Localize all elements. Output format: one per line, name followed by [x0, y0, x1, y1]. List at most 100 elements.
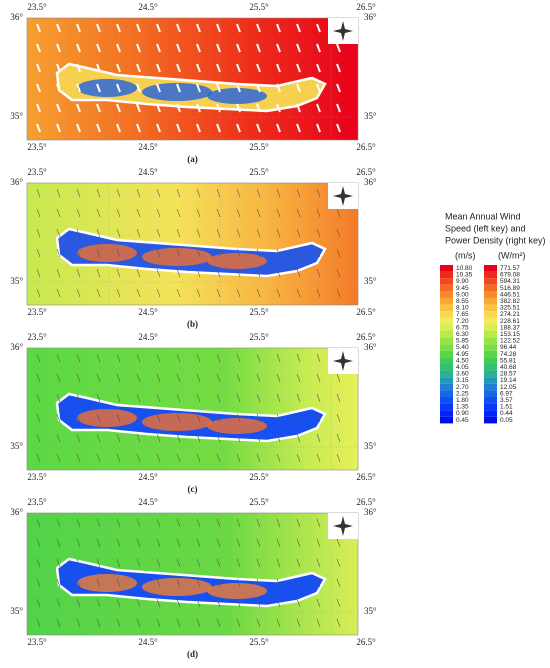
- legend-swatch: [484, 390, 497, 397]
- wind-vector: [236, 453, 241, 463]
- wind-vector: [156, 63, 161, 73]
- legend-swatch: [484, 291, 497, 298]
- legend-label: 7.65: [456, 311, 469, 318]
- legend-swatch: [484, 278, 497, 285]
- wind-vector: [296, 618, 301, 628]
- legend-label: 5.40: [456, 344, 469, 351]
- wind-vector: [296, 43, 301, 53]
- legend-label: 382.82: [500, 298, 520, 305]
- legend-swatch: [484, 364, 497, 371]
- wind-vector: [236, 208, 241, 218]
- map-panel: 23.5° 23.5° 24.5° 24.5° 25.5° 25.5° 26.5° 26.5°…: [10, 2, 377, 164]
- wind-vector: [236, 188, 241, 198]
- legend-swatch: [440, 344, 453, 351]
- wind-vector: [316, 353, 321, 363]
- wind-vector: [36, 63, 41, 73]
- wind-vector: [136, 123, 141, 133]
- wind-vector: [296, 23, 301, 33]
- x-tick-label: 26.5°: [356, 637, 376, 647]
- wind-vector: [56, 578, 61, 588]
- wind-vector: [316, 208, 321, 218]
- map-panel: 23.5° 23.5° 24.5° 24.5° 25.5° 25.5° 26.5° 26.5°…: [10, 332, 377, 494]
- wind-vector: [296, 123, 301, 133]
- wind-vector: [196, 393, 201, 403]
- wind-vector: [96, 433, 101, 443]
- panel-label: (b): [187, 319, 198, 329]
- wind-vector: [156, 43, 161, 53]
- legend-label: 28.57: [500, 371, 517, 378]
- wind-vector: [256, 83, 261, 93]
- wind-vector: [196, 83, 201, 93]
- wind-vector: [296, 453, 301, 463]
- wind-vector: [316, 578, 321, 588]
- legend-label: 4.05: [456, 364, 469, 371]
- wind-vector: [236, 558, 241, 568]
- legend-label: 19.14: [500, 377, 517, 384]
- wind-vector: [36, 453, 41, 463]
- legend-swatch: [440, 337, 453, 345]
- wind-vector: [196, 413, 201, 423]
- x-tick-label: 23.5°: [27, 332, 47, 342]
- wind-vector: [216, 373, 221, 383]
- y-tick-label: 36°: [10, 342, 23, 352]
- wind-vector: [296, 83, 301, 93]
- wind-vector: [316, 433, 321, 443]
- wind-vector: [196, 248, 201, 258]
- wind-vector: [296, 63, 301, 73]
- wind-vector: [36, 188, 41, 198]
- wind-vector: [216, 453, 221, 463]
- wind-vector: [176, 268, 181, 278]
- wind-vector: [156, 518, 161, 528]
- wind-vector: [56, 353, 61, 363]
- legend-label: 153.15: [500, 331, 520, 338]
- wind-vector: [36, 538, 41, 548]
- wind-vector: [116, 518, 121, 528]
- wind-vector: [336, 63, 341, 73]
- y-tick-label: 36°: [364, 177, 377, 187]
- x-tick-label: 25.5°: [249, 2, 269, 12]
- legend-swatch: [484, 331, 497, 338]
- wind-vector: [316, 43, 321, 53]
- x-tick-label: 23.5°: [27, 2, 47, 12]
- legend-swatch: [484, 377, 497, 384]
- wind-vector: [336, 413, 341, 423]
- wind-vector: [336, 618, 341, 628]
- wind-vector: [216, 433, 221, 443]
- wind-vector: [216, 288, 221, 298]
- legend-label: 0.90: [456, 410, 469, 417]
- legend-swatch: [484, 403, 497, 411]
- legend-swatch: [440, 350, 453, 358]
- wind-vector: [156, 228, 161, 238]
- wind-vector: [116, 453, 121, 463]
- wind-vector: [116, 433, 121, 443]
- wind-vector: [76, 578, 81, 588]
- wind-vector: [76, 188, 81, 198]
- wind-vector: [36, 433, 41, 443]
- wind-vector: [136, 208, 141, 218]
- wind-vector: [276, 413, 281, 423]
- wind-vector: [256, 618, 261, 628]
- wind-vector: [136, 558, 141, 568]
- wind-vector: [156, 373, 161, 383]
- wind-vector: [296, 538, 301, 548]
- wind-vector: [276, 598, 281, 608]
- x-tick-label: 24.5°: [138, 142, 158, 152]
- wind-vector: [36, 208, 41, 218]
- wind-vector: [136, 598, 141, 608]
- wind-vector: [256, 393, 261, 403]
- wind-vector: [116, 618, 121, 628]
- coastline: [55, 557, 327, 608]
- wind-vector: [296, 518, 301, 528]
- wind-vector: [196, 23, 201, 33]
- wind-vector: [116, 598, 121, 608]
- legend-label: 0.44: [500, 410, 513, 417]
- x-tick-label: 23.5°: [27, 637, 47, 647]
- legend-label: 9.00: [456, 291, 469, 298]
- wind-vector: [336, 453, 341, 463]
- wind-vector: [296, 413, 301, 423]
- wind-vector: [336, 43, 341, 53]
- wind-vector: [316, 123, 321, 133]
- wind-vector: [196, 188, 201, 198]
- wind-vector: [336, 248, 341, 258]
- wind-vector: [136, 433, 141, 443]
